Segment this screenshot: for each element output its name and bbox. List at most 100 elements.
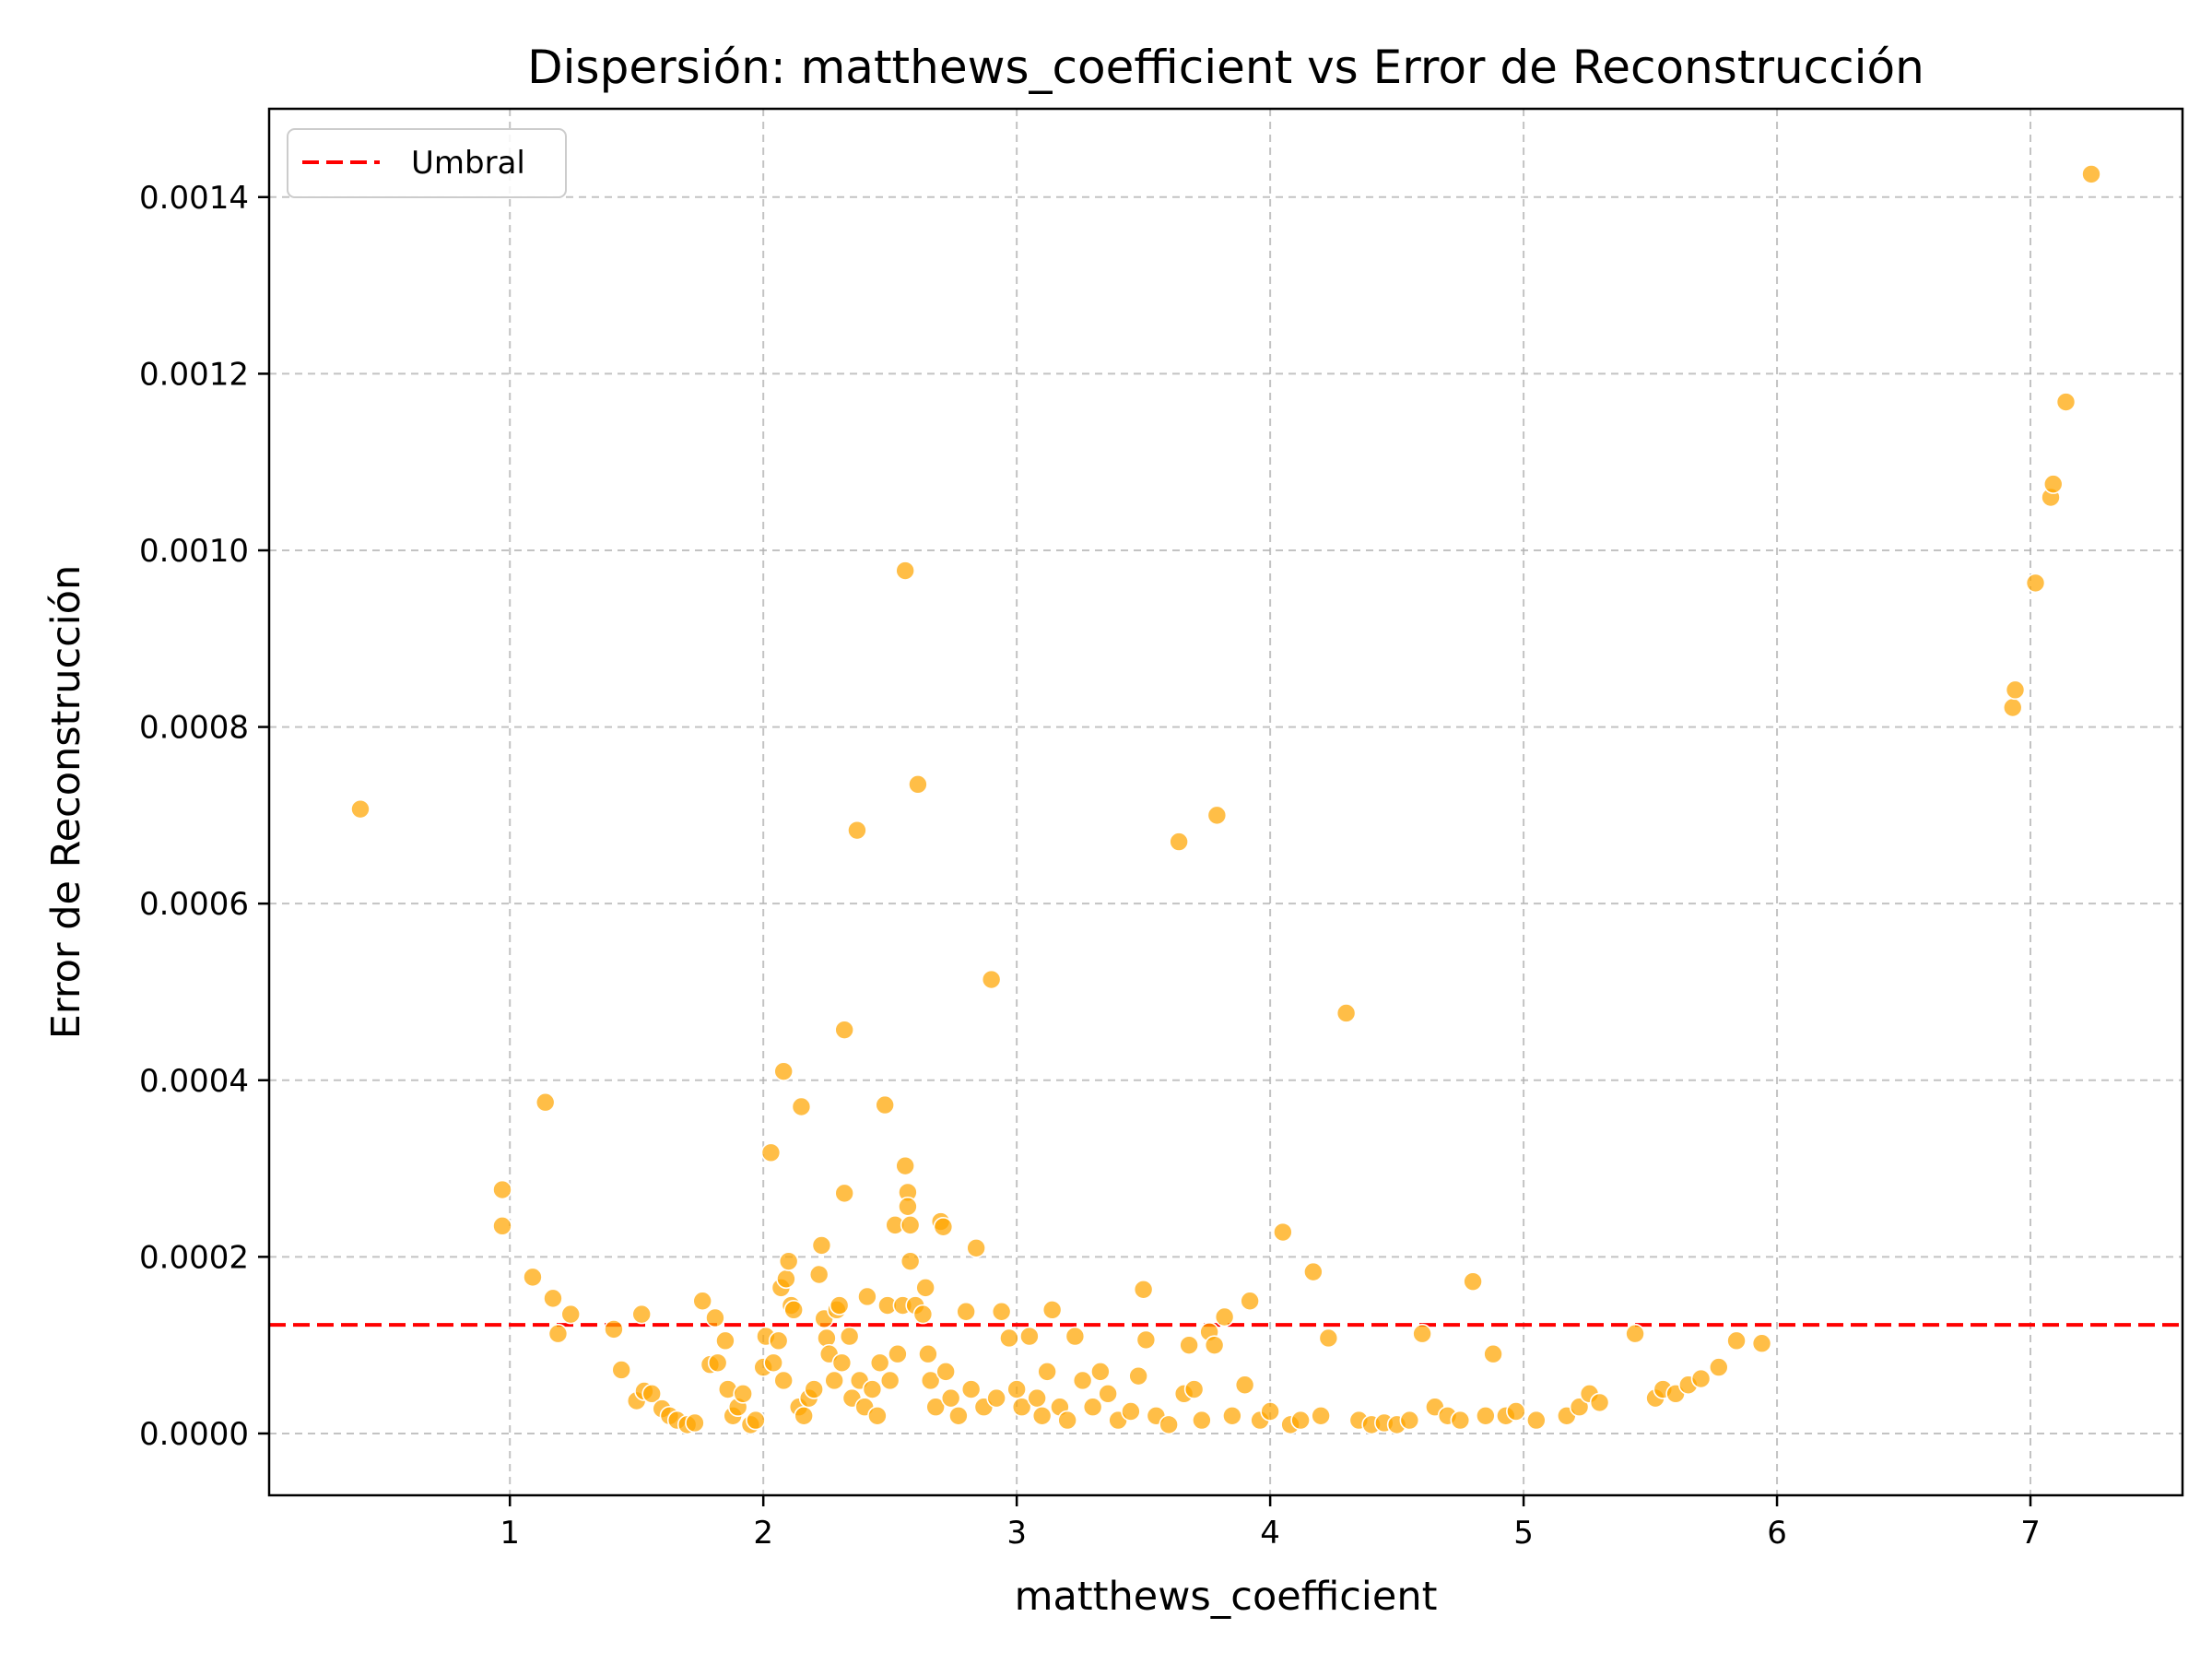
data-point	[1214, 1306, 1235, 1328]
data-point	[834, 1020, 854, 1040]
data-point	[908, 774, 928, 795]
data-point	[768, 1330, 789, 1351]
x-tick-label: 3	[1006, 1515, 1027, 1552]
data-point	[895, 1155, 915, 1176]
data-point	[1206, 805, 1228, 826]
data-point	[776, 1269, 796, 1290]
y-tick-label: 0.0000	[139, 1416, 249, 1453]
data-point	[1483, 1343, 1503, 1364]
data-point	[1751, 1333, 1772, 1354]
data-point	[1412, 1323, 1432, 1344]
y-axis-label: Error de Reconstrucción	[43, 565, 89, 1040]
data-point	[1006, 1379, 1027, 1399]
data-point	[991, 1301, 1012, 1322]
data-point	[1037, 1362, 1057, 1382]
data-point	[1709, 1357, 1729, 1377]
y-tick-label: 0.0006	[139, 886, 249, 923]
data-point	[900, 1251, 921, 1271]
data-point	[1027, 1387, 1047, 1409]
data-point	[824, 1370, 844, 1391]
y-tick-label: 0.0010	[139, 533, 249, 570]
data-point	[1090, 1362, 1111, 1382]
data-point	[918, 1343, 938, 1364]
data-point	[847, 820, 867, 841]
plot-frame	[267, 107, 2184, 1497]
x-tick-label: 1	[500, 1515, 520, 1552]
data-point	[1589, 1392, 1610, 1413]
data-point	[1072, 1370, 1093, 1391]
data-point	[811, 1235, 832, 1256]
data-point	[350, 798, 371, 820]
data-point	[898, 1196, 918, 1217]
data-point	[1041, 1300, 1063, 1320]
data-point	[2042, 474, 2064, 494]
data-point	[804, 1379, 824, 1399]
y-tick-label: 0.0004	[139, 1063, 249, 1100]
data-point	[888, 1343, 908, 1364]
data-point	[1135, 1329, 1157, 1351]
data-point	[1222, 1405, 1242, 1426]
x-tick-label: 2	[753, 1515, 773, 1552]
data-point	[981, 969, 1002, 990]
data-point	[1169, 832, 1189, 852]
data-point	[900, 1215, 921, 1235]
data-point	[705, 1307, 725, 1328]
data-point	[1234, 1375, 1255, 1396]
data-point	[986, 1387, 1006, 1409]
data-point	[834, 1183, 854, 1204]
data-point	[1260, 1401, 1280, 1422]
data-point	[1506, 1401, 1526, 1422]
data-point	[543, 1288, 563, 1309]
data-point	[1311, 1405, 1331, 1426]
data-point	[1019, 1326, 1040, 1347]
data-point	[492, 1216, 512, 1236]
data-point	[935, 1362, 956, 1382]
data-point	[956, 1301, 976, 1322]
data-point	[1318, 1328, 1339, 1349]
data-point	[1625, 1323, 1645, 1344]
y-tick-label: 0.0008	[139, 710, 249, 747]
data-point	[966, 1237, 986, 1258]
data-point	[746, 1410, 766, 1431]
data-point	[940, 1387, 961, 1409]
data-point	[1335, 1003, 1357, 1023]
data-point	[791, 1096, 812, 1117]
data-point	[707, 1352, 728, 1374]
data-point	[685, 1412, 705, 1434]
data-point	[808, 1264, 830, 1285]
data-point	[547, 1323, 569, 1344]
data-point	[773, 1370, 794, 1391]
data-point	[960, 1379, 982, 1399]
y-tick-label: 0.0012	[139, 356, 249, 393]
data-point	[1031, 1405, 1053, 1426]
data-point	[1290, 1410, 1311, 1431]
data-point	[925, 1397, 946, 1418]
data-point	[879, 1370, 900, 1391]
data-point	[1303, 1261, 1324, 1282]
data-point	[2002, 697, 2023, 718]
data-point	[1133, 1279, 1154, 1300]
y-tick-label: 0.0014	[139, 180, 249, 217]
legend-label-umbral: Umbral	[411, 145, 525, 182]
data-point	[715, 1330, 735, 1351]
data-point	[1065, 1326, 1086, 1347]
data-point	[831, 1352, 853, 1374]
data-point	[760, 1142, 782, 1163]
data-point	[1526, 1410, 1547, 1431]
data-point	[869, 1352, 890, 1374]
data-point	[948, 1405, 969, 1426]
data-point	[692, 1291, 712, 1312]
data-point	[1399, 1410, 1420, 1431]
data-point	[2055, 392, 2077, 412]
data-point	[933, 1216, 954, 1237]
data-point	[1179, 1335, 1199, 1355]
data-point	[895, 561, 915, 581]
data-point	[839, 1326, 860, 1347]
data-point	[862, 1379, 883, 1399]
data-point	[794, 1405, 814, 1426]
ticks-layer: 1 2 3 4 5 6 7 0.0000 0.0002 0.0004 0.0006 0.0008 0.0…	[139, 180, 2041, 1552]
data-point	[1726, 1330, 1747, 1351]
data-point	[763, 1352, 783, 1374]
grid-layer	[269, 109, 2183, 1495]
